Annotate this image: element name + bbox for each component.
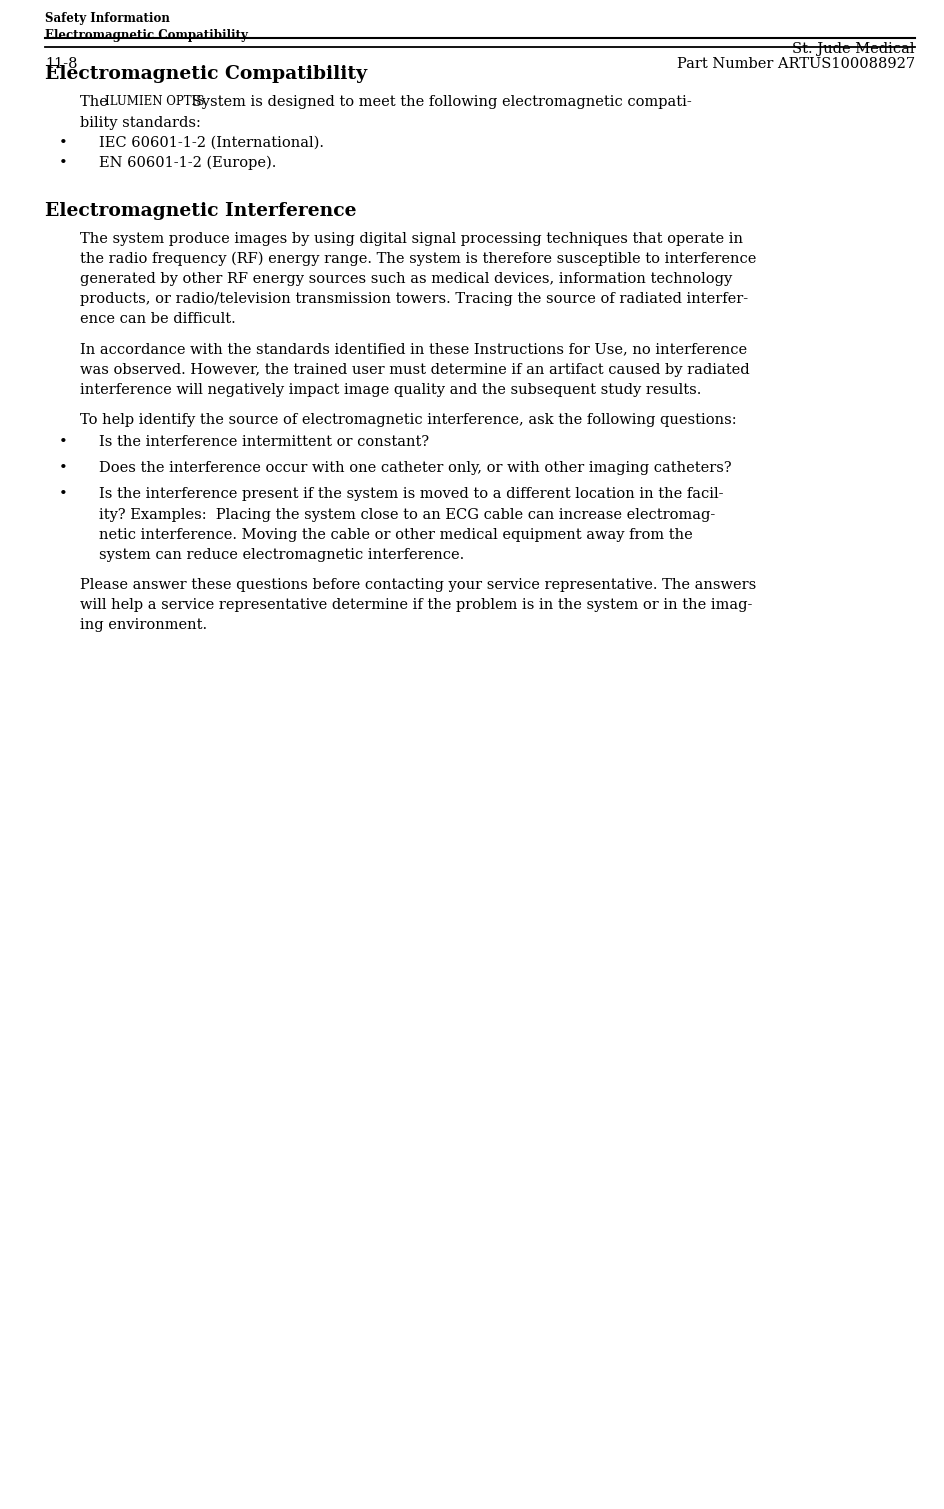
Text: system can reduce electromagnetic interference.: system can reduce electromagnetic interf…	[99, 548, 464, 561]
Text: Electromagnetic Compatibility: Electromagnetic Compatibility	[45, 29, 248, 42]
Text: •: •	[59, 435, 67, 450]
Text: was observed. However, the trained user must determine if an artifact caused by : was observed. However, the trained user …	[80, 362, 750, 377]
Text: Is the interference intermittent or constant?: Is the interference intermittent or cons…	[99, 435, 429, 450]
Text: bility standards:: bility standards:	[80, 116, 201, 130]
Text: interference will negatively impact image quality and the subsequent study resul: interference will negatively impact imag…	[80, 383, 701, 397]
Text: St. Jude Medical: St. Jude Medical	[791, 42, 914, 56]
Text: netic interference. Moving the cable or other medical equipment away from the: netic interference. Moving the cable or …	[99, 528, 692, 542]
Text: The: The	[80, 95, 112, 109]
Text: ity? Examples:  Placing the system close to an ECG cable can increase electromag: ity? Examples: Placing the system close …	[99, 507, 715, 522]
Text: Please answer these questions before contacting your service representative. The: Please answer these questions before con…	[80, 578, 756, 592]
Text: In accordance with the standards identified in these Instructions for Use, no in: In accordance with the standards identif…	[80, 343, 747, 356]
Text: EN 60601-1-2 (Europe).: EN 60601-1-2 (Europe).	[99, 155, 277, 171]
Text: •: •	[59, 487, 67, 501]
Text: the radio frequency (RF) energy range. The system is therefore susceptible to in: the radio frequency (RF) energy range. T…	[80, 252, 756, 266]
Text: System is designed to meet the following electromagnetic compati-: System is designed to meet the following…	[187, 95, 691, 109]
Text: Does the interference occur with one catheter only, or with other imaging cathet: Does the interference occur with one cat…	[99, 462, 731, 475]
Text: will help a service representative determine if the problem is in the system or : will help a service representative deter…	[80, 598, 752, 613]
Text: Safety Information: Safety Information	[45, 12, 170, 26]
Text: generated by other RF energy sources such as medical devices, information techno: generated by other RF energy sources suc…	[80, 272, 732, 285]
Text: Electromagnetic Interference: Electromagnetic Interference	[45, 202, 357, 220]
Text: •: •	[59, 136, 67, 149]
Text: ILUMIEN OPTIS: ILUMIEN OPTIS	[105, 95, 204, 109]
Text: 11-8: 11-8	[45, 56, 77, 71]
Text: products, or radio/television transmission towers. Tracing the source of radiate: products, or radio/television transmissi…	[80, 293, 748, 306]
Text: Part Number ARTUS100088927: Part Number ARTUS100088927	[676, 56, 914, 71]
Text: Is the interference present if the system is moved to a different location in th: Is the interference present if the syste…	[99, 487, 723, 501]
Text: ence can be difficult.: ence can be difficult.	[80, 312, 236, 326]
Text: ing environment.: ing environment.	[80, 619, 208, 632]
Text: •: •	[59, 462, 67, 475]
Text: Electromagnetic Compatibility: Electromagnetic Compatibility	[45, 65, 367, 83]
Text: The system produce images by using digital signal processing techniques that ope: The system produce images by using digit…	[80, 231, 743, 246]
Text: IEC 60601-1-2 (International).: IEC 60601-1-2 (International).	[99, 136, 324, 149]
Text: •: •	[59, 155, 67, 171]
Text: To help identify the source of electromagnetic interference, ask the following q: To help identify the source of electroma…	[80, 413, 736, 427]
